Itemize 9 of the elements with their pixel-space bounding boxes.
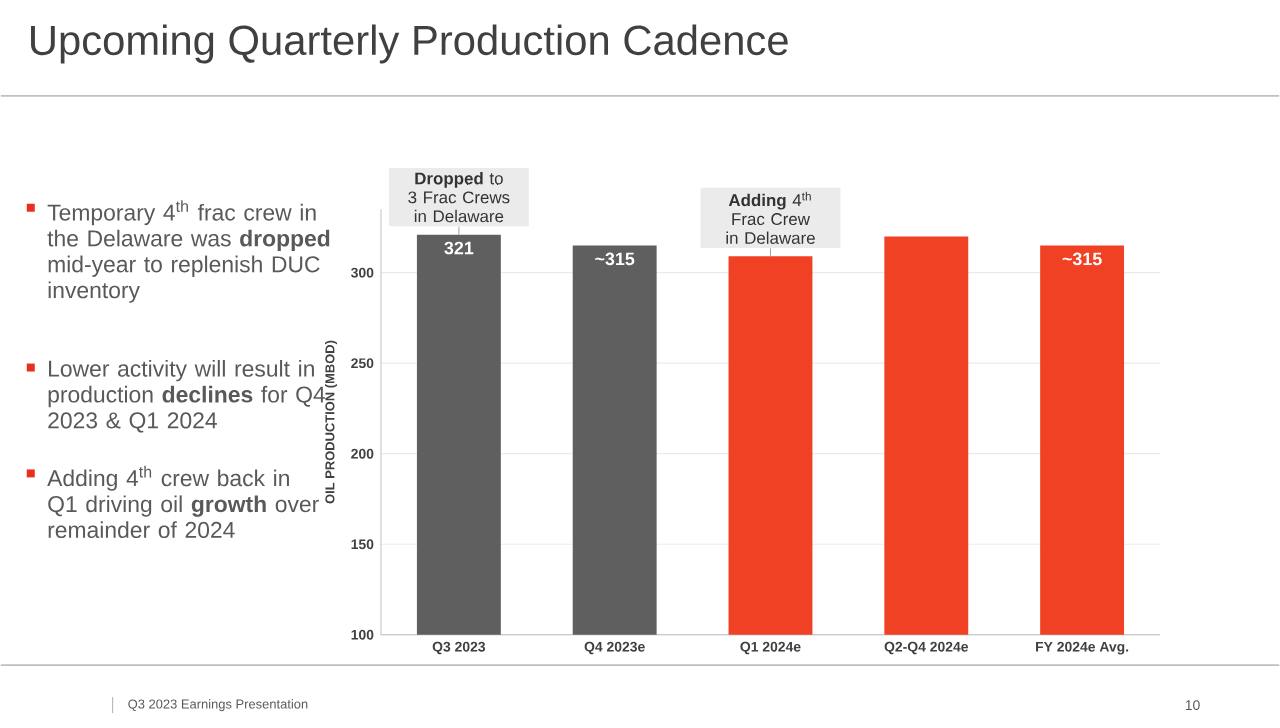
text: Temporary 4$^{th}$ frac crew in the Delaware was dropped mid-year to replenish DUC inventory [47, 200, 330, 304]
data-label: ~315 [1062, 252, 1102, 266]
annotation: Dropped to 3 Frac Crews in Delaware [408, 172, 510, 223]
chart-title: Upcoming Quarterly Production Cadence [31, 24, 788, 64]
annotation: Adding 4$^{th}$ Frac Crew in Delaware [726, 192, 815, 245]
text: Adding 4$^{th}$ crew back in Q1 driving oil growth over remainder of 2024 [47, 466, 319, 539]
data-label: ~315 [595, 252, 635, 266]
text: Lower activity will result in production declines for Q4 2023 & Q1 2024 [48, 360, 326, 434]
data-label: 321 [444, 242, 474, 255]
